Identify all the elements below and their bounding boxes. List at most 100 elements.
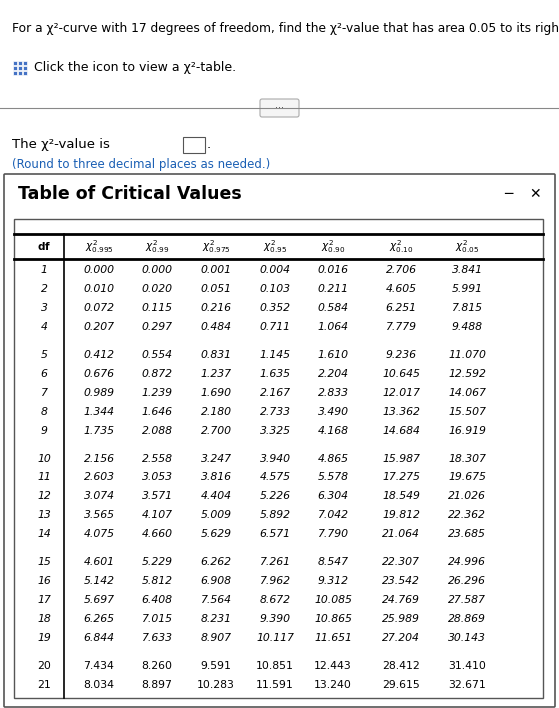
Text: 0.352: 0.352 <box>259 304 291 314</box>
Text: 18.549: 18.549 <box>382 491 420 501</box>
Text: 10.851: 10.851 <box>256 661 294 670</box>
Text: 0.676: 0.676 <box>83 369 115 379</box>
Text: 19.812: 19.812 <box>382 510 420 520</box>
Text: 3.841: 3.841 <box>452 266 482 275</box>
Text: 5.229: 5.229 <box>141 557 173 567</box>
Text: 11.070: 11.070 <box>448 350 486 360</box>
Text: 7.564: 7.564 <box>201 595 231 605</box>
Text: .: . <box>207 138 211 151</box>
Text: 6: 6 <box>41 369 48 379</box>
Text: 3.247: 3.247 <box>201 454 231 464</box>
Text: 32.671: 32.671 <box>448 680 486 690</box>
Text: 8.897: 8.897 <box>141 680 172 690</box>
Text: ✕: ✕ <box>529 187 541 201</box>
Text: 2.558: 2.558 <box>141 454 173 464</box>
Text: 6.408: 6.408 <box>141 595 173 605</box>
Bar <box>14 219 543 698</box>
Text: 3.053: 3.053 <box>141 472 173 482</box>
Text: (Round to three decimal places as needed.): (Round to three decimal places as needed… <box>12 158 270 171</box>
Text: 0.020: 0.020 <box>141 285 173 295</box>
Text: 0.016: 0.016 <box>318 266 348 275</box>
Text: 23.542: 23.542 <box>382 576 420 586</box>
Text: 1.064: 1.064 <box>318 322 348 332</box>
Text: 9.312: 9.312 <box>318 576 348 586</box>
Text: $\chi^2_{0.975}$: $\chi^2_{0.975}$ <box>202 238 230 255</box>
Text: 8.260: 8.260 <box>141 661 173 670</box>
Text: 14: 14 <box>37 530 51 539</box>
Text: 31.410: 31.410 <box>448 661 486 670</box>
Text: 2.700: 2.700 <box>201 426 231 436</box>
Text: 2.204: 2.204 <box>318 369 348 379</box>
Text: 18.307: 18.307 <box>448 454 486 464</box>
Text: 1.735: 1.735 <box>83 426 115 436</box>
Text: 5.629: 5.629 <box>201 530 231 539</box>
Text: 18: 18 <box>37 614 51 624</box>
Text: 13.240: 13.240 <box>314 680 352 690</box>
Text: 3.940: 3.940 <box>259 454 291 464</box>
Text: 0.115: 0.115 <box>141 304 173 314</box>
Text: 24.769: 24.769 <box>382 595 420 605</box>
Text: 0.831: 0.831 <box>201 350 231 360</box>
Text: 0.989: 0.989 <box>83 388 115 398</box>
Text: 5.142: 5.142 <box>83 576 115 586</box>
Text: The χ²-value is: The χ²-value is <box>12 138 114 151</box>
Text: 0.051: 0.051 <box>201 285 231 295</box>
Text: 4.075: 4.075 <box>83 530 115 539</box>
Text: 22.362: 22.362 <box>448 510 486 520</box>
Text: 12.017: 12.017 <box>382 388 420 398</box>
Text: 0.584: 0.584 <box>318 304 348 314</box>
Text: 0.872: 0.872 <box>141 369 173 379</box>
Text: 0.004: 0.004 <box>259 266 291 275</box>
Bar <box>23 60 27 65</box>
Bar <box>12 72 17 76</box>
Text: 0.297: 0.297 <box>141 322 173 332</box>
Bar <box>18 60 22 65</box>
Text: 3.325: 3.325 <box>259 426 291 436</box>
Text: 11.651: 11.651 <box>314 633 352 643</box>
Text: 4.601: 4.601 <box>83 557 115 567</box>
Text: 6.265: 6.265 <box>83 614 115 624</box>
Bar <box>12 60 17 65</box>
Text: 15: 15 <box>37 557 51 567</box>
Text: $\chi^2_{0.10}$: $\chi^2_{0.10}$ <box>389 238 413 255</box>
Text: 21: 21 <box>37 680 51 690</box>
Text: 4.107: 4.107 <box>141 510 173 520</box>
Text: 0.010: 0.010 <box>83 285 115 295</box>
Text: 10.865: 10.865 <box>314 614 352 624</box>
Text: 12.443: 12.443 <box>314 661 352 670</box>
Text: 1.690: 1.690 <box>201 388 231 398</box>
Text: 7.042: 7.042 <box>318 510 348 520</box>
Text: $\chi^2_{0.995}$: $\chi^2_{0.995}$ <box>84 238 113 255</box>
Text: 0.711: 0.711 <box>259 322 291 332</box>
Text: 29.615: 29.615 <box>382 680 420 690</box>
Text: 6.304: 6.304 <box>318 491 348 501</box>
Text: 19: 19 <box>37 633 51 643</box>
Text: 4.404: 4.404 <box>201 491 231 501</box>
Text: 4.575: 4.575 <box>259 472 291 482</box>
Text: 7.261: 7.261 <box>259 557 291 567</box>
Text: 2.167: 2.167 <box>259 388 291 398</box>
Text: 15.987: 15.987 <box>382 454 420 464</box>
Text: 21.026: 21.026 <box>448 491 486 501</box>
Text: 1.646: 1.646 <box>141 407 173 417</box>
Text: 20: 20 <box>37 661 51 670</box>
Text: 8.231: 8.231 <box>201 614 231 624</box>
Text: 0.072: 0.072 <box>83 304 115 314</box>
Text: 17.275: 17.275 <box>382 472 420 482</box>
Text: 23.685: 23.685 <box>448 530 486 539</box>
Text: ─: ─ <box>504 187 513 201</box>
Text: 1.237: 1.237 <box>201 369 231 379</box>
Text: 10: 10 <box>37 454 51 464</box>
Text: 10.117: 10.117 <box>256 633 294 643</box>
Text: 9.390: 9.390 <box>259 614 291 624</box>
Text: 4: 4 <box>41 322 48 332</box>
Text: 7.815: 7.815 <box>452 304 482 314</box>
Text: 9.488: 9.488 <box>452 322 482 332</box>
Text: 27.204: 27.204 <box>382 633 420 643</box>
Text: 4.168: 4.168 <box>318 426 348 436</box>
Text: 2.833: 2.833 <box>318 388 348 398</box>
Text: 28.412: 28.412 <box>382 661 420 670</box>
Text: 3.074: 3.074 <box>83 491 115 501</box>
Bar <box>12 66 17 70</box>
Text: 2.088: 2.088 <box>141 426 173 436</box>
